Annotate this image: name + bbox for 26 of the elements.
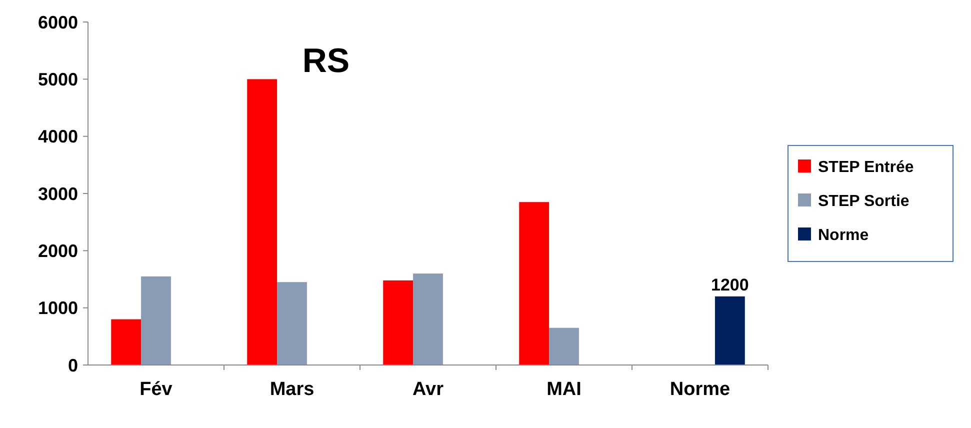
x-tick-label: MAI <box>546 379 582 400</box>
bar <box>519 202 550 365</box>
bar <box>383 280 414 365</box>
legend-label: STEP Sortie <box>818 193 910 210</box>
bar <box>141 276 171 365</box>
y-tick-label: 3000 <box>38 184 78 204</box>
x-tick-label: Fév <box>140 379 173 400</box>
y-tick-label: 1000 <box>38 298 78 318</box>
bar <box>277 282 307 365</box>
y-tick-label: 2000 <box>38 240 78 261</box>
y-tick-label: 5000 <box>38 69 78 90</box>
text: RS <box>302 42 350 80</box>
x-tick-label: Avr <box>412 379 444 400</box>
bar <box>247 79 278 365</box>
legend-label: STEP Entrée <box>818 159 914 176</box>
bar <box>714 296 745 365</box>
bar <box>413 274 443 365</box>
data-label: 1200 <box>711 275 749 294</box>
y-tick-label: 0 <box>68 355 78 376</box>
y-tick-label: 4000 <box>38 126 78 147</box>
x-tick-label: Mars <box>270 379 314 400</box>
legend-label: Norme <box>818 227 869 244</box>
bar <box>111 319 142 365</box>
bar <box>549 328 579 365</box>
x-tick-label: Norme <box>670 379 730 400</box>
y-tick-label: 6000 <box>38 12 78 32</box>
